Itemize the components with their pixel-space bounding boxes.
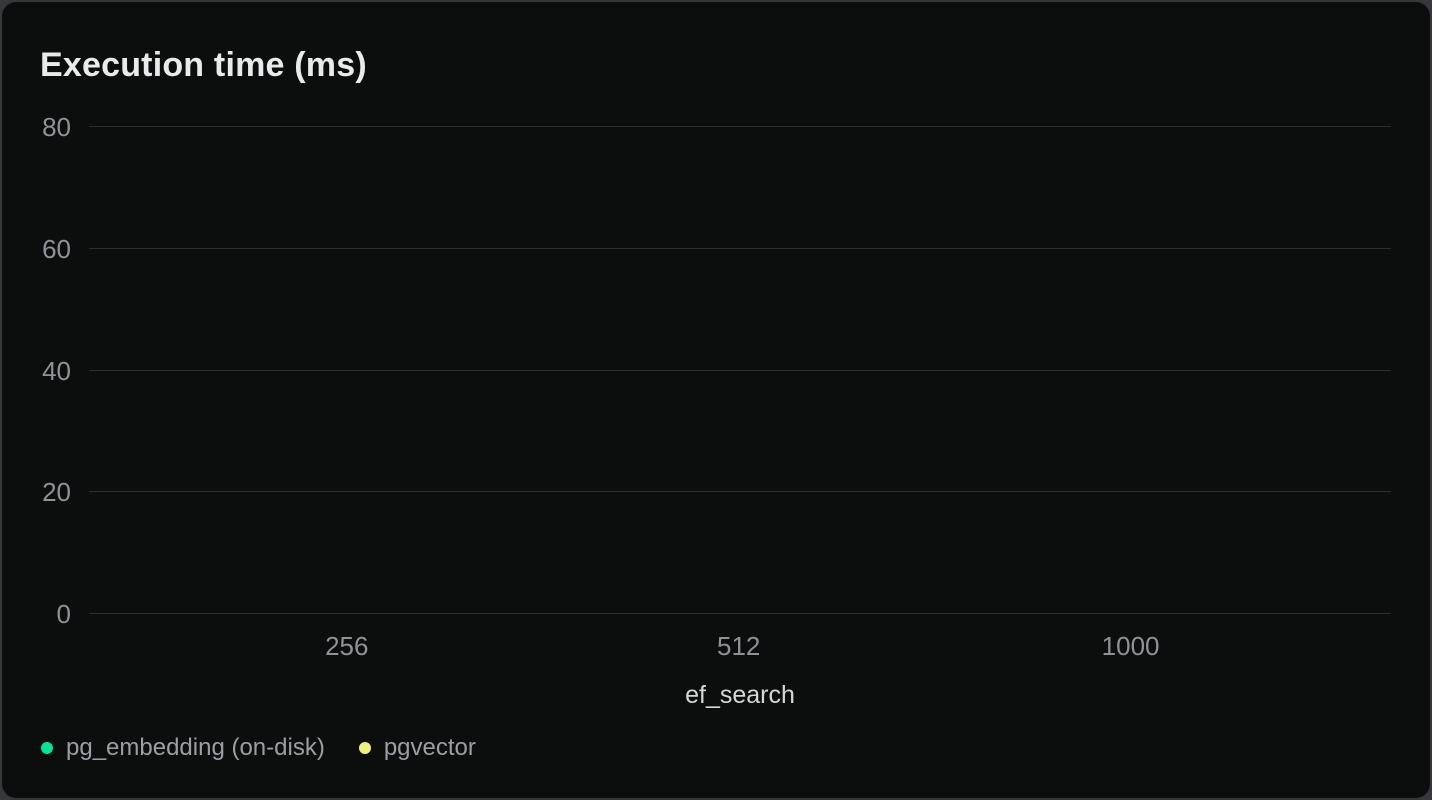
legend-label: pgvector [383, 734, 476, 761]
legend-item-pgvector[interactable]: pgvector [358, 734, 476, 762]
legend-dot-icon [358, 742, 371, 754]
gridline-y-0 [89, 613, 1391, 614]
gridline-y-20 [89, 491, 1391, 493]
y-axis-tick-label: 80 [42, 112, 71, 142]
legend-dot-icon [41, 742, 53, 754]
gridline-y-40 [89, 369, 1391, 371]
x-axis-tick-label: 1000 [1101, 631, 1160, 661]
x-axis-tick-label: 256 [325, 631, 369, 661]
x-axis: 256 512 1000 [89, 632, 1391, 664]
y-axis-tick-label: 40 [42, 355, 71, 386]
y-axis-tick-label: 0 [56, 599, 71, 629]
y-axis-tick-label: 60 [42, 233, 71, 264]
legend-item-pg-embedding-on-disk[interactable]: pg_embedding (on-disk) [41, 734, 325, 762]
legend-label: pg_embedding (on-disk) [66, 734, 325, 761]
y-axis-tick-label: 20 [42, 477, 71, 508]
legend: pg_embedding (on-disk) pgvector [41, 734, 476, 762]
x-axis-tick-label: 512 [716, 631, 761, 661]
gridline-y-80 [89, 126, 1391, 127]
x-axis-title: ef_search [685, 681, 795, 709]
plot-area: 0 20 40 60 80 [42, 113, 1391, 628]
gridline-y-60 [89, 247, 1391, 249]
chart-title: Execution time (ms) [40, 46, 367, 84]
